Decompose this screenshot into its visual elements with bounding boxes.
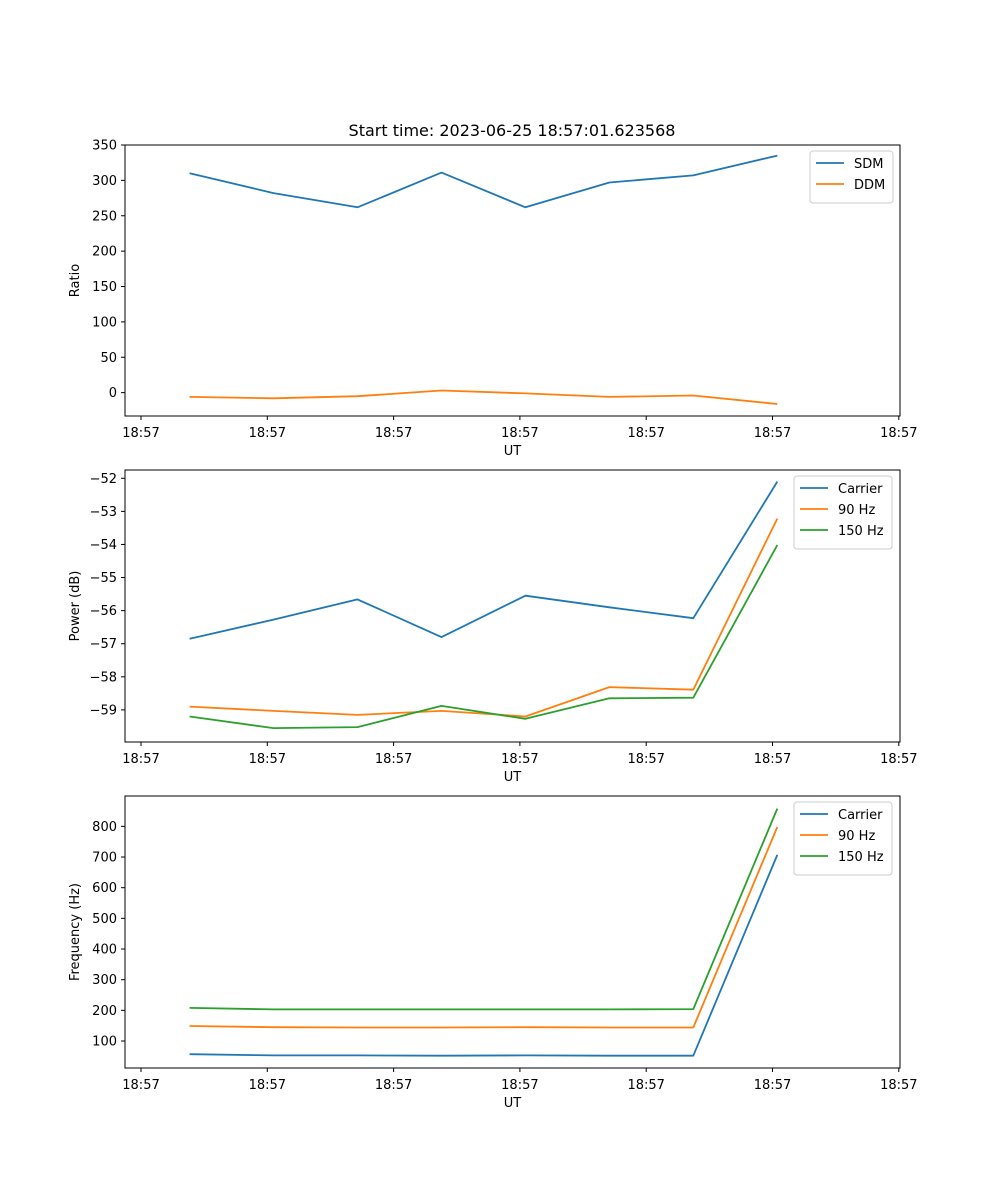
y-axis-label: Power (dB) xyxy=(68,571,83,642)
y-tick-label: 500 xyxy=(92,912,117,927)
legend-label: 150 Hz xyxy=(838,850,884,865)
legend-label: DDM xyxy=(854,178,885,193)
x-tick-label: 18:57 xyxy=(754,752,791,767)
legend-label: 90 Hz xyxy=(838,503,875,518)
legend-label: 90 Hz xyxy=(838,829,875,844)
panels: 0 50 100 150 200 250 300 350 18:57 18:57 18:57 18:5… xyxy=(68,139,918,1112)
x-tick-label: 18:57 xyxy=(501,426,538,441)
y-tick-label: 300 xyxy=(92,973,117,988)
y-tick-label: 0 xyxy=(109,386,117,401)
axes-frame xyxy=(124,144,901,417)
x-tick-label: 18:57 xyxy=(375,1078,412,1093)
y-axis-label: Frequency (Hz) xyxy=(68,883,83,981)
x-tick-label: 18:57 xyxy=(754,1078,791,1093)
series-line-ddm xyxy=(189,389,778,405)
y-tick-label: −55 xyxy=(90,571,117,586)
series-line-150-hz xyxy=(189,544,779,729)
y-axis-label: Ratio xyxy=(68,264,83,297)
y-tick-label: 250 xyxy=(92,209,117,224)
y-tick-label: 350 xyxy=(92,139,117,154)
x-tick-label: 18:57 xyxy=(249,426,286,441)
x-tick-label: 18:57 xyxy=(627,752,664,767)
legend: Carrier 90 Hz 150 Hz xyxy=(793,801,893,876)
x-tick-label: 18:57 xyxy=(122,1078,159,1093)
legend-label: Carrier xyxy=(838,808,883,823)
y-tick-label: −54 xyxy=(90,538,117,553)
x-tick-label: 18:57 xyxy=(501,1078,538,1093)
series-line-150-hz xyxy=(189,808,779,1011)
x-tick-label: 18:57 xyxy=(880,426,917,441)
x-tick-label: 18:57 xyxy=(627,1078,664,1093)
x-tick-label: 18:57 xyxy=(249,752,286,767)
figure-title: Start time: 2023-06-25 18:57:01.623568 xyxy=(349,121,676,140)
y-tick-label: −56 xyxy=(90,604,117,619)
y-tick-label: −53 xyxy=(90,505,117,520)
x-tick-label: 18:57 xyxy=(122,752,159,767)
series-line-carrier xyxy=(189,854,779,1057)
x-axis-label: UT xyxy=(504,1096,522,1111)
x-tick-label: 18:57 xyxy=(249,1078,286,1093)
legend-label: 150 Hz xyxy=(838,524,884,539)
panel-3: 100 200 300 400 500 600 700 800 18:57 18:57 18:57 1… xyxy=(68,795,918,1111)
x-tick-label: 18:57 xyxy=(122,426,159,441)
y-tick-label: 150 xyxy=(92,280,117,295)
series-line-90-hz xyxy=(189,518,779,718)
x-tick-label: 18:57 xyxy=(375,426,412,441)
legend: SDM DDM xyxy=(809,150,894,204)
panel-2: −59 −58 −57 −56 −55 −54 −53 −52 18:57 18:57 18:57 1… xyxy=(68,469,918,785)
x-tick-label: 18:57 xyxy=(627,426,664,441)
legend-box xyxy=(809,150,894,204)
y-tick-label: 700 xyxy=(92,851,117,866)
y-tick-label: −58 xyxy=(90,670,117,685)
y-tick-label: 100 xyxy=(92,1035,117,1050)
legend-label: SDM xyxy=(854,157,883,172)
y-tick-label: −59 xyxy=(90,703,117,718)
y-tick-label: 400 xyxy=(92,943,117,958)
y-tick-label: 50 xyxy=(100,351,117,366)
x-tick-label: 18:57 xyxy=(754,426,791,441)
panel-1: 0 50 100 150 200 250 300 350 18:57 18:57 18:57 18:5… xyxy=(68,139,918,460)
series-line-90-hz xyxy=(189,826,779,1029)
x-tick-label: 18:57 xyxy=(880,1078,917,1093)
x-axis-label: UT xyxy=(504,444,522,459)
y-tick-label: 200 xyxy=(92,1004,117,1019)
y-tick-label: −57 xyxy=(90,637,117,652)
y-tick-label: 800 xyxy=(92,820,117,835)
legend-label: Carrier xyxy=(838,482,883,497)
x-tick-label: 18:57 xyxy=(375,752,412,767)
series-line-sdm xyxy=(189,154,778,209)
y-tick-label: 300 xyxy=(92,174,117,189)
x-tick-label: 18:57 xyxy=(501,752,538,767)
x-axis-label: UT xyxy=(504,770,522,785)
legend: Carrier 90 Hz 150 Hz xyxy=(793,475,893,550)
series-line-carrier xyxy=(189,481,779,640)
y-tick-label: 100 xyxy=(92,315,117,330)
y-tick-label: 600 xyxy=(92,881,117,896)
axes-frame xyxy=(124,795,901,1069)
y-tick-label: −52 xyxy=(90,472,117,487)
x-tick-label: 18:57 xyxy=(880,752,917,767)
axes-frame xyxy=(124,469,901,743)
y-tick-label: 200 xyxy=(92,245,117,260)
